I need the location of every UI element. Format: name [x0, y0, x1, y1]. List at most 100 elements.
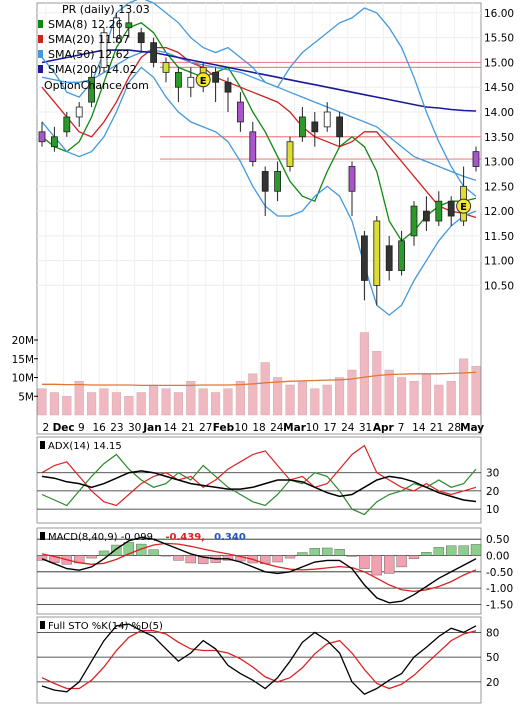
- x-tick-label: 10: [235, 422, 248, 434]
- volume-bar: [434, 384, 444, 416]
- candle-body: [435, 200, 443, 222]
- macd-histogram-bar: [421, 552, 432, 556]
- x-tick-label: Jan: [142, 422, 161, 434]
- macd-histogram-bar: [396, 555, 407, 568]
- macd-histogram-bar: [111, 544, 122, 556]
- macd-histogram-bar: [470, 544, 482, 556]
- x-tick-label: 16: [92, 422, 106, 434]
- x-tick-label: 31: [359, 422, 372, 434]
- legend-sma200-swatch: [38, 65, 43, 73]
- adx-tick-label: 10: [486, 504, 499, 516]
- macd-histogram-bar: [198, 555, 209, 564]
- macd-histogram-bar: [446, 545, 457, 556]
- legend-sma200: SMA(200) 14.02: [48, 63, 137, 76]
- di-plus-line: [41, 453, 477, 516]
- legend-sma50: SMA(50) 12.62: [48, 48, 130, 61]
- volume-tick-label: 5M: [18, 391, 34, 403]
- price-tick-label: 13.50: [484, 132, 514, 144]
- macd-signal-line: [41, 542, 477, 593]
- candle-body: [323, 111, 331, 128]
- adx-lines: [41, 444, 477, 516]
- x-tick-label: Mar: [283, 422, 307, 434]
- macd-histogram-bar: [160, 555, 172, 557]
- price-tick-label: 14.50: [484, 82, 514, 94]
- moving-averages: [41, 0, 477, 316]
- volume-bar: [459, 358, 469, 416]
- x-tick-label: 14: [164, 422, 178, 434]
- macd-histogram-bar: [309, 548, 320, 556]
- candle-body: [113, 17, 120, 39]
- sto-tick-label: 20: [486, 677, 499, 689]
- sto-label-swatch: [40, 621, 45, 629]
- candle-body: [472, 151, 480, 167]
- x-tick-label: 21: [430, 422, 443, 434]
- earnings-marker-label: E: [200, 76, 207, 87]
- resistance-lines: [160, 61, 481, 160]
- x-tick-label: 7: [398, 422, 405, 434]
- candle-body: [150, 42, 158, 63]
- candle-body: [174, 71, 182, 88]
- macd-histogram-bar: [297, 552, 308, 556]
- x-tick-label: May: [460, 422, 484, 434]
- macd-label-swatch: [40, 532, 45, 540]
- volume-bar: [297, 381, 307, 416]
- sto-lines: [41, 623, 477, 695]
- sto-k-line: [41, 623, 477, 695]
- volume-bar: [347, 369, 357, 416]
- volume-bar: [260, 362, 270, 416]
- earnings-marker: [456, 198, 472, 214]
- candle-body: [373, 220, 381, 286]
- candle-body: [137, 32, 145, 44]
- volume-bar: [384, 369, 394, 416]
- macd-tick-label: 0.50: [486, 534, 509, 546]
- volume-bar: [223, 388, 233, 416]
- macd-histogram-bar: [408, 555, 420, 559]
- volume-bar: [322, 384, 332, 416]
- volume-bar: [235, 381, 245, 416]
- macd-histogram-bar: [185, 555, 196, 564]
- sto-label: Full STO %K(14) %D(5): [48, 621, 163, 632]
- x-tick-label: Apr: [373, 422, 395, 434]
- price-tick-label: 11.00: [484, 256, 514, 268]
- volume-axis: 20M 15M 10M 5M: [12, 335, 38, 403]
- price-tick-label: 11.50: [484, 231, 514, 243]
- macd-lines: [36, 536, 482, 604]
- macd-histogram-bar: [334, 549, 345, 556]
- x-tick-label: 23: [110, 422, 123, 434]
- volume-bar: [198, 388, 208, 416]
- sma20-line: [41, 46, 477, 219]
- candle-body: [187, 76, 195, 88]
- candle-body: [63, 116, 71, 133]
- legend-sma50-swatch: [38, 50, 43, 58]
- macd-grid: 0.50 0.00 -0.50 -1.00 -1.50: [37, 534, 513, 611]
- x-tick-label: 24: [270, 422, 284, 434]
- macd-histogram-bar: [123, 542, 134, 556]
- volume-tick-label: 20M: [12, 335, 34, 347]
- volume-bar: [62, 396, 72, 416]
- bb-lower-line: [41, 66, 477, 316]
- macd-tick-label: 0.00: [486, 550, 509, 562]
- price-tick-label: 14.00: [484, 107, 514, 119]
- macd-label-val1: -0.439,: [165, 532, 205, 543]
- volume-bar: [37, 388, 47, 416]
- candle-body: [274, 171, 282, 192]
- x-tick-label: 27: [199, 422, 212, 434]
- candle-body: [224, 81, 232, 93]
- adx-label-swatch: [40, 441, 45, 449]
- sto-d-line: [41, 630, 477, 690]
- price-tick-label: 16.00: [484, 8, 514, 20]
- price-tick-label: 12.00: [484, 206, 514, 218]
- macd-histogram-bar: [272, 555, 283, 563]
- candle-body: [236, 101, 244, 123]
- volume-bar: [74, 381, 84, 416]
- x-tick-label: 28: [448, 422, 461, 434]
- macd-label-main: MACD(8,40,9) -0.099,: [48, 532, 156, 543]
- volume-bar: [273, 377, 283, 416]
- volume-bars: [37, 332, 481, 416]
- x-tick-label: 30: [128, 422, 141, 434]
- volume-bar: [173, 392, 183, 416]
- price-tick-label: 13.00: [484, 157, 514, 169]
- macd-tick-label: -1.50: [486, 599, 513, 611]
- sto-tick-label: 50: [486, 652, 499, 664]
- candle-body: [88, 76, 95, 103]
